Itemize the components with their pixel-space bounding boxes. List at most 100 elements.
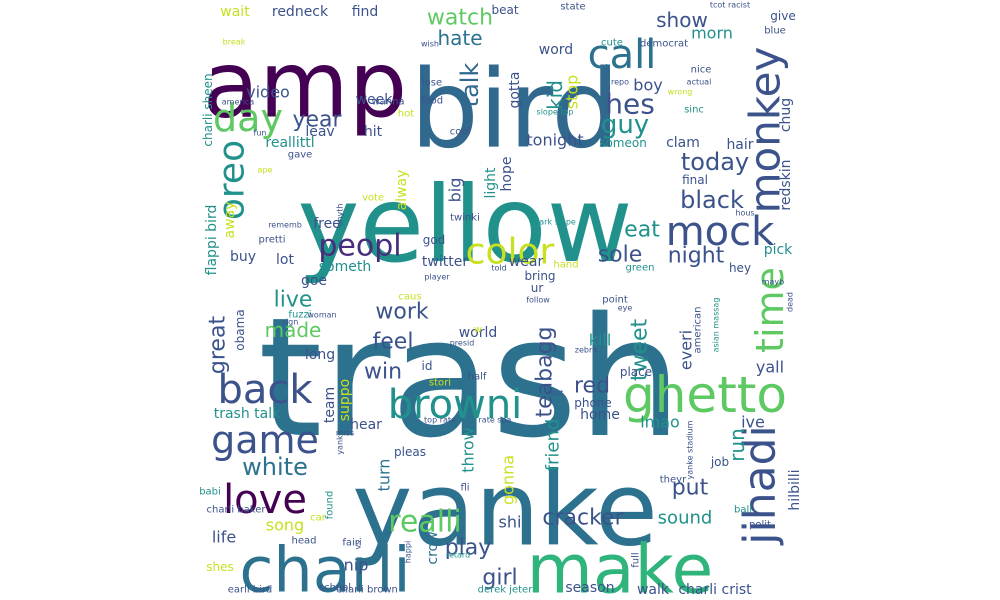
word-redskin: redskin xyxy=(778,159,794,210)
word-gonna: gonna xyxy=(499,455,518,505)
word-week: week xyxy=(356,92,394,108)
word-told: told xyxy=(491,264,506,273)
word-woman: woman xyxy=(307,311,336,320)
word-charli-brown: charli brown xyxy=(336,585,398,596)
word-alway: alway xyxy=(394,170,410,211)
word-girl: girl xyxy=(482,566,517,591)
word-hate: hate xyxy=(437,26,482,50)
word-tweet: tweet xyxy=(628,318,653,381)
word-presid: presid xyxy=(450,339,475,348)
word-theyr: theyr xyxy=(660,475,687,486)
word-twinki: twinki xyxy=(450,213,480,224)
word-red: red xyxy=(574,374,610,399)
word-stori: stori xyxy=(429,378,451,389)
word-song: song xyxy=(266,516,304,535)
word-someth: someth xyxy=(319,259,371,275)
word-vs: vs xyxy=(354,541,363,550)
word-live: live xyxy=(274,288,313,313)
word-top-rate: top rate xyxy=(424,416,456,425)
word-buy: buy xyxy=(230,249,256,265)
word-white: white xyxy=(242,453,308,481)
word-park-slope: park slope xyxy=(534,218,576,227)
word-final: final xyxy=(682,173,708,187)
word-reallittl: reallittl xyxy=(265,135,314,151)
word-wanna: wanna xyxy=(371,97,404,108)
word-job: job xyxy=(710,455,729,469)
word-teabagg: teabagg xyxy=(533,326,558,417)
word-yall: yall xyxy=(756,358,784,377)
word-black: black xyxy=(680,186,744,214)
word-night: night xyxy=(668,244,725,269)
word-rememb: rememb xyxy=(268,221,302,230)
word-american: american xyxy=(693,307,704,354)
word-charli-sheen: charli sheen xyxy=(201,73,215,146)
word-earli-bird: earli bird xyxy=(228,585,273,596)
word-video: video xyxy=(246,83,290,102)
word-hes: hes xyxy=(605,88,655,121)
word-realli: realli xyxy=(388,505,462,540)
word-mock: mock xyxy=(666,209,775,255)
word-miss: miss xyxy=(336,429,354,438)
word-home: home xyxy=(580,407,620,423)
word-play: play xyxy=(445,536,492,561)
word-nice: nice xyxy=(691,65,712,76)
word-america: america xyxy=(222,98,255,107)
word-anyth: anyth xyxy=(336,204,345,227)
word-everi: everi xyxy=(677,330,696,370)
word-hair: hair xyxy=(726,137,753,153)
word-yanke: yanke xyxy=(352,451,658,570)
word-charli-baker: charli baker xyxy=(207,505,267,516)
word-give: give xyxy=(770,9,795,23)
word-lose: lose xyxy=(422,78,442,89)
word-yellow: yellow xyxy=(297,164,632,286)
word-game: game xyxy=(211,418,319,462)
word-cracker: cracker xyxy=(542,506,624,531)
word-head: head xyxy=(292,536,317,547)
word-pleas: pleas xyxy=(394,445,426,459)
word-trash: trash xyxy=(258,282,682,474)
word-yanke-stadium: yanke stadium xyxy=(686,420,695,479)
word-trash-talk: trash talk xyxy=(214,406,281,422)
word-hilbilli: hilbilli xyxy=(787,469,803,510)
word-vote: vote xyxy=(362,193,384,204)
word-lost: lost xyxy=(549,389,563,398)
word-throw: throw xyxy=(459,427,478,473)
word-world: world xyxy=(459,325,498,341)
word-found: found xyxy=(325,491,336,520)
word-redneck: redneck xyxy=(272,4,329,20)
word-wait: wait xyxy=(220,4,250,20)
word-jihadi: jihadi xyxy=(735,425,786,545)
word-color: color xyxy=(466,232,555,273)
word-food: food xyxy=(421,96,443,107)
word-bring: bring xyxy=(524,269,555,283)
word-ur: ur xyxy=(531,281,544,295)
word-turn: turn xyxy=(375,459,394,492)
word-word: word xyxy=(539,42,573,58)
word-big: big xyxy=(446,178,465,203)
word-player: player xyxy=(424,273,450,282)
word-rate-spa: rate spa xyxy=(479,416,512,425)
word-shi: shi xyxy=(499,513,522,532)
word-hope: hope xyxy=(499,157,515,192)
word-kid: kid xyxy=(543,80,567,110)
word-ball: ball xyxy=(734,505,752,516)
word-phone: phone xyxy=(574,396,612,410)
word-charli-crist: charli crist xyxy=(678,582,752,598)
word-derek-jeter: derek jeter xyxy=(478,585,534,596)
word-hey: hey xyxy=(729,261,751,275)
word-hand: hand xyxy=(553,260,578,271)
word-run: run xyxy=(725,428,749,462)
word-democrat: democrat xyxy=(640,39,688,50)
word-call: call xyxy=(588,32,657,78)
word-today: today xyxy=(681,148,749,176)
word-polit: polit xyxy=(749,520,771,531)
word-show: show xyxy=(656,8,708,32)
word-follow: follow xyxy=(526,296,550,305)
word-eat: eat xyxy=(624,218,660,243)
word-suppo: suppo xyxy=(337,379,353,422)
word-repo: repo xyxy=(611,78,629,87)
word-tonight: tonight xyxy=(526,131,583,150)
word-state: state xyxy=(560,2,585,13)
word-guy: guy xyxy=(601,110,649,140)
